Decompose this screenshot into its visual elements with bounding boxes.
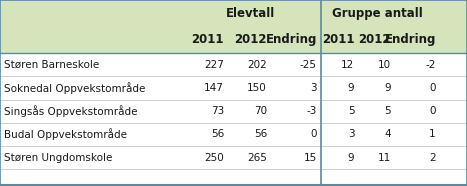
- Text: 1: 1: [429, 129, 436, 139]
- Text: Gruppe antall: Gruppe antall: [333, 7, 423, 20]
- Bar: [0, 169, 467, 185]
- Text: 15: 15: [304, 153, 317, 163]
- Text: Singsås Oppvekstområde: Singsås Oppvekstområde: [4, 105, 137, 117]
- Text: 0: 0: [310, 129, 317, 139]
- Text: 9: 9: [348, 83, 354, 93]
- Text: 5: 5: [384, 106, 391, 116]
- Bar: [0, 76, 467, 100]
- Text: 2012: 2012: [234, 33, 267, 46]
- Bar: [0, 123, 467, 146]
- Text: Soknedal Oppvekstområde: Soknedal Oppvekstområde: [4, 82, 145, 94]
- Text: Budal Oppvekstområde: Budal Oppvekstområde: [4, 128, 127, 140]
- Text: 73: 73: [211, 106, 224, 116]
- Text: 11: 11: [377, 153, 391, 163]
- Text: 2011: 2011: [191, 33, 224, 46]
- Bar: [0, 27, 467, 53]
- Text: 3: 3: [310, 83, 317, 93]
- Bar: [0, 185, 467, 186]
- Text: 9: 9: [384, 83, 391, 93]
- Text: 56: 56: [254, 129, 267, 139]
- Text: Endring: Endring: [265, 33, 317, 46]
- Text: 250: 250: [204, 153, 224, 163]
- Text: 2011: 2011: [322, 33, 354, 46]
- Text: 0: 0: [429, 106, 436, 116]
- Text: 2: 2: [429, 153, 436, 163]
- Text: -25: -25: [300, 60, 317, 70]
- Text: 147: 147: [204, 83, 224, 93]
- Bar: [0, 53, 467, 76]
- Text: 265: 265: [247, 153, 267, 163]
- Text: 9: 9: [348, 153, 354, 163]
- Text: Støren Barneskole: Støren Barneskole: [4, 60, 99, 70]
- Text: 4: 4: [384, 129, 391, 139]
- Text: 150: 150: [247, 83, 267, 93]
- Text: 0: 0: [429, 83, 436, 93]
- Text: Elevtall: Elevtall: [226, 7, 276, 20]
- Text: 3: 3: [348, 129, 354, 139]
- Text: 2012: 2012: [358, 33, 391, 46]
- Bar: [0, 146, 467, 169]
- Bar: [0, 0, 467, 27]
- Text: 56: 56: [211, 129, 224, 139]
- Text: 227: 227: [204, 60, 224, 70]
- Text: Endring: Endring: [384, 33, 436, 46]
- Text: 10: 10: [378, 60, 391, 70]
- Text: 12: 12: [341, 60, 354, 70]
- Text: 5: 5: [348, 106, 354, 116]
- Bar: [0, 100, 467, 123]
- Text: 70: 70: [254, 106, 267, 116]
- Text: Støren Ungdomskole: Støren Ungdomskole: [4, 153, 112, 163]
- Text: -3: -3: [306, 106, 317, 116]
- Text: -2: -2: [425, 60, 436, 70]
- Text: 202: 202: [247, 60, 267, 70]
